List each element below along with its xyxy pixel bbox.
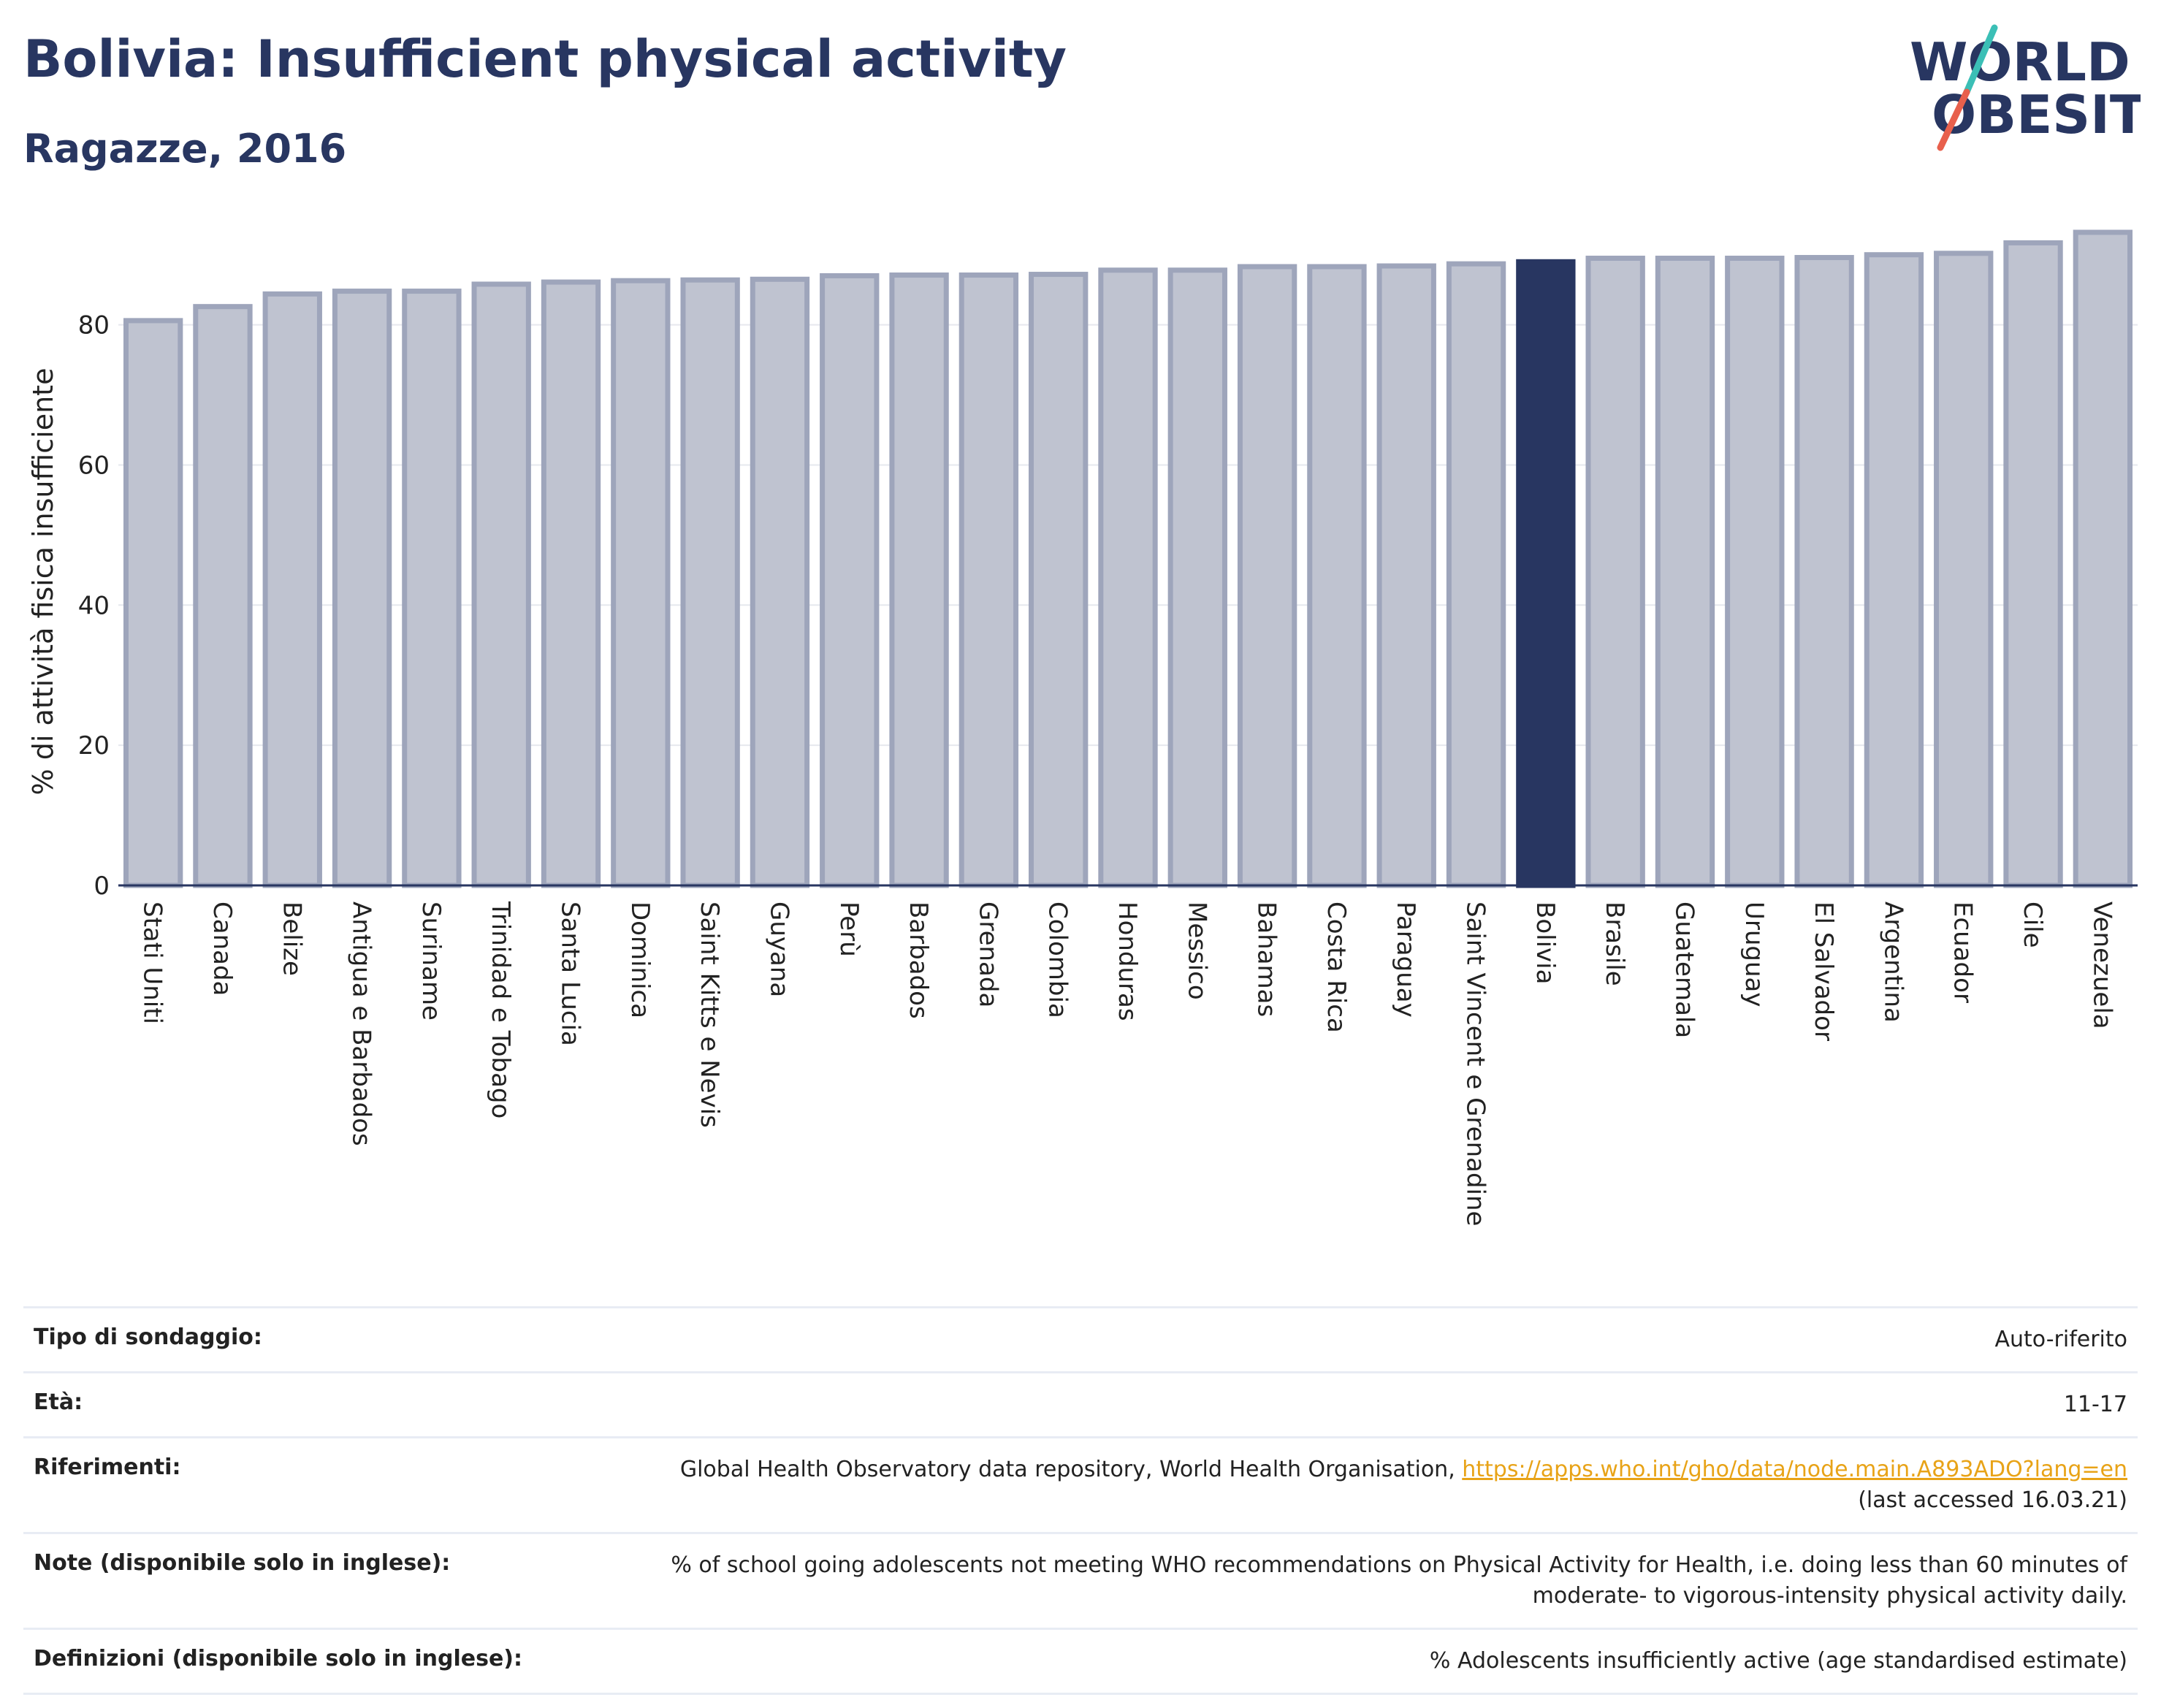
logo-line-1: WORLD (1910, 31, 2130, 93)
info-value: % of school going adolescents not meetin… (671, 1552, 2127, 1609)
x-tick-label: Paraguay (1391, 901, 1420, 1018)
bar (1167, 267, 1227, 888)
bar (402, 289, 462, 888)
bar (262, 291, 322, 888)
x-tick-label: Trinidad e Tobago (486, 901, 515, 1118)
x-tick-label: Cile (2018, 901, 2047, 948)
bars (123, 229, 2133, 888)
x-tick-label: Argentina (1878, 901, 1907, 1023)
x-tick-label: Perù (834, 901, 864, 957)
bar (1794, 255, 1854, 888)
bar-chart: 0 20 40 60 80 Stati Uniti Canada Belize Antigua… (27, 229, 2138, 1226)
info-value: 11-17 (2063, 1392, 2127, 1417)
x-tick-label: Saint Vincent e Grenadine (1461, 901, 1490, 1226)
info-value: Auto-riferito (1994, 1327, 2127, 1352)
info-row-definitions: Definizioni (disponibile solo in inglese… (23, 1628, 2138, 1694)
x-tick-label: Barbados (904, 901, 933, 1019)
reference-accessed: (last accessed 16.03.21) (1858, 1487, 2127, 1513)
y-tick-label: 20 (78, 731, 110, 760)
x-tick-label: Saint Kitts e Nevis (695, 901, 724, 1128)
x-tick-label: Belize (277, 901, 306, 976)
y-tick-label: 40 (78, 591, 110, 620)
bar (611, 278, 671, 888)
x-tick-label: Messico (1182, 901, 1211, 1000)
x-tick-label: Brasile (1600, 901, 1629, 986)
bar (750, 276, 810, 888)
x-axis-labels: Stati Uniti Canada Belize Antigua e Barbado… (138, 901, 2117, 1226)
bar (1098, 267, 1158, 888)
info-row-survey-type: Tipo di sondaggio: Auto-riferito (23, 1307, 2138, 1373)
bar (680, 277, 740, 888)
info-key: Note (disponibile solo in inglese): (34, 1550, 451, 1576)
bar (2073, 229, 2133, 888)
chart-subtitle: Ragazze, 2016 (23, 126, 347, 172)
bar (193, 304, 253, 888)
x-tick-label: Bolivia (1531, 901, 1560, 984)
bar (1376, 263, 1436, 888)
bar (1029, 272, 1089, 888)
x-tick-label: Dominica (625, 901, 655, 1018)
bar (2003, 240, 2063, 888)
bar (958, 272, 1019, 888)
x-tick-label: Antigua e Barbados (347, 901, 376, 1146)
info-value: % Adolescents insufficiently active (age… (1429, 1648, 2127, 1674)
logo-slash-bottom (1937, 88, 1970, 151)
y-axis-label: % di attività fisica insufficiente (27, 368, 59, 796)
x-tick-label: Guyana (764, 901, 793, 997)
bar (471, 281, 531, 888)
y-tick-label: 0 (94, 872, 110, 901)
reference-link[interactable]: https://apps.who.int/gho/data/node.main.… (1462, 1457, 2127, 1482)
bar (1237, 264, 1297, 888)
reference-text: Global Health Observatory data repositor… (679, 1457, 1463, 1482)
x-tick-label: Uruguay (1739, 901, 1769, 1007)
bar (123, 318, 183, 888)
bar-highlighted (1516, 259, 1576, 888)
info-key: Definizioni (disponibile solo in inglese… (34, 1646, 522, 1671)
info-key: Riferimenti: (34, 1455, 181, 1480)
bar (541, 279, 601, 888)
info-row-references: Riferimenti: Global Health Observatory d… (23, 1437, 2138, 1533)
x-tick-label: Santa Lucia (556, 901, 585, 1046)
info-row-notes: Note (disponibile solo in inglese): % of… (23, 1533, 2138, 1629)
bar (1655, 255, 1715, 888)
info-row-age: Età: 11-17 (23, 1372, 2138, 1438)
bar (1934, 251, 1994, 888)
bar (332, 289, 392, 888)
bar (1725, 255, 1785, 888)
bar (1307, 264, 1367, 888)
x-tick-label: Ecuador (1948, 901, 1978, 1003)
x-tick-label: Suriname (416, 901, 446, 1021)
bar (1585, 255, 1645, 888)
bar (1446, 261, 1506, 888)
info-key: Età: (34, 1389, 83, 1415)
bar (1864, 252, 1924, 888)
x-tick-label: Venezuela (2087, 901, 2116, 1029)
x-tick-label: Grenada (973, 901, 1002, 1007)
x-tick-label: Canada (207, 901, 237, 996)
info-table: Tipo di sondaggio: Auto-riferito Età: 11… (23, 1306, 2138, 1695)
info-value: Global Health Observatory data repositor… (555, 1438, 2138, 1533)
x-tick-label: El Salvador (1809, 901, 1838, 1041)
y-tick-label: 60 (78, 451, 110, 480)
bar (889, 272, 949, 888)
bar (820, 272, 880, 888)
x-tick-label: Stati Uniti (138, 901, 167, 1024)
x-tick-label: Bahamas (1252, 901, 1281, 1017)
world-obesity-logo: WORLD OBESITY (1910, 24, 2141, 151)
y-axis-ticks: 0 20 40 60 80 (78, 311, 110, 901)
info-key: Tipo di sondaggio: (34, 1324, 262, 1350)
chart-title: Bolivia: Insufficient physical activity (23, 29, 1067, 89)
x-tick-label: Guatemala (1669, 901, 1699, 1038)
x-tick-label: Colombia (1043, 901, 1072, 1018)
logo-slash-top (1963, 24, 1998, 96)
x-tick-label: Honduras (1113, 901, 1142, 1021)
y-tick-label: 80 (78, 311, 110, 340)
x-tick-label: Costa Rica (1322, 901, 1351, 1033)
